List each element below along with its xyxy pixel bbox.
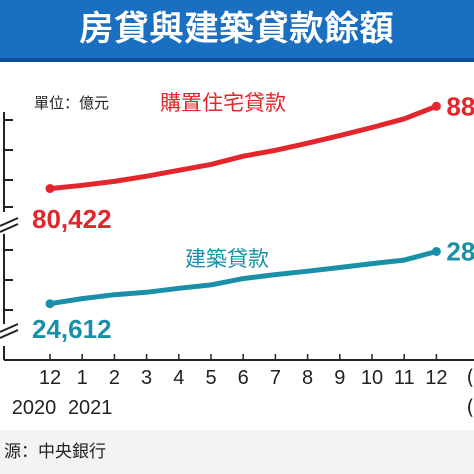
year-label-0: 2020 [12,397,57,419]
data-point-0-12 [431,101,441,111]
year-label-2: (年 [466,395,474,419]
chart-title: 房貸與建築貸款餘額 [79,9,395,49]
data-point-1-12 [431,246,441,256]
axis-break-0 [0,217,19,227]
x-tick-label-11: 11 [394,367,415,389]
year-label-1: 2021 [68,397,113,419]
unit-label: 單位：億元 [34,94,109,112]
x-tick-label-5: 5 [205,367,216,389]
end-value-label-1: 28 [446,236,474,266]
x-tick-label-10: 10 [361,367,383,389]
x-tick-label-9: 9 [334,367,345,389]
x-tick-label-6: 6 [238,367,249,389]
source-strip [0,430,474,474]
series-line-1 [47,249,439,307]
series-line-0 [47,103,439,192]
x-tick-label-8: 8 [302,367,313,389]
title-rule [0,58,474,62]
source-note: 源：中央銀行 [4,442,106,462]
x-tick-label-4: 4 [173,367,184,389]
x-tick-label-2: 2 [109,367,120,389]
end-value-label-0: 88 [446,91,474,121]
series-name-1: 建築貸款 [185,247,269,271]
axis-break-2 [0,323,19,333]
x-unit-label: (月 [466,365,474,389]
data-point-1-0 [45,299,55,309]
x-tick-label-7: 7 [270,367,281,389]
x-tick-label-3: 3 [141,367,152,389]
x-tick-label-0: 12 [39,367,61,389]
title-bar [0,0,474,58]
data-point-0-0 [45,184,55,194]
x-tick-label-12: 12 [425,367,447,389]
axis-break-3 [0,329,19,339]
series-layer [45,101,441,309]
series-name-0: 購置住宅貸款 [160,91,286,115]
x-tick-label-1: 1 [77,367,88,389]
start-value-label-0: 80,422 [32,204,112,234]
start-value-label-1: 24,612 [32,314,112,344]
axis-break-1 [0,223,19,233]
label-layer: 單位：億元 購置住宅貸款 80,422 88 建築貸款 24,612 28 [32,91,474,344]
